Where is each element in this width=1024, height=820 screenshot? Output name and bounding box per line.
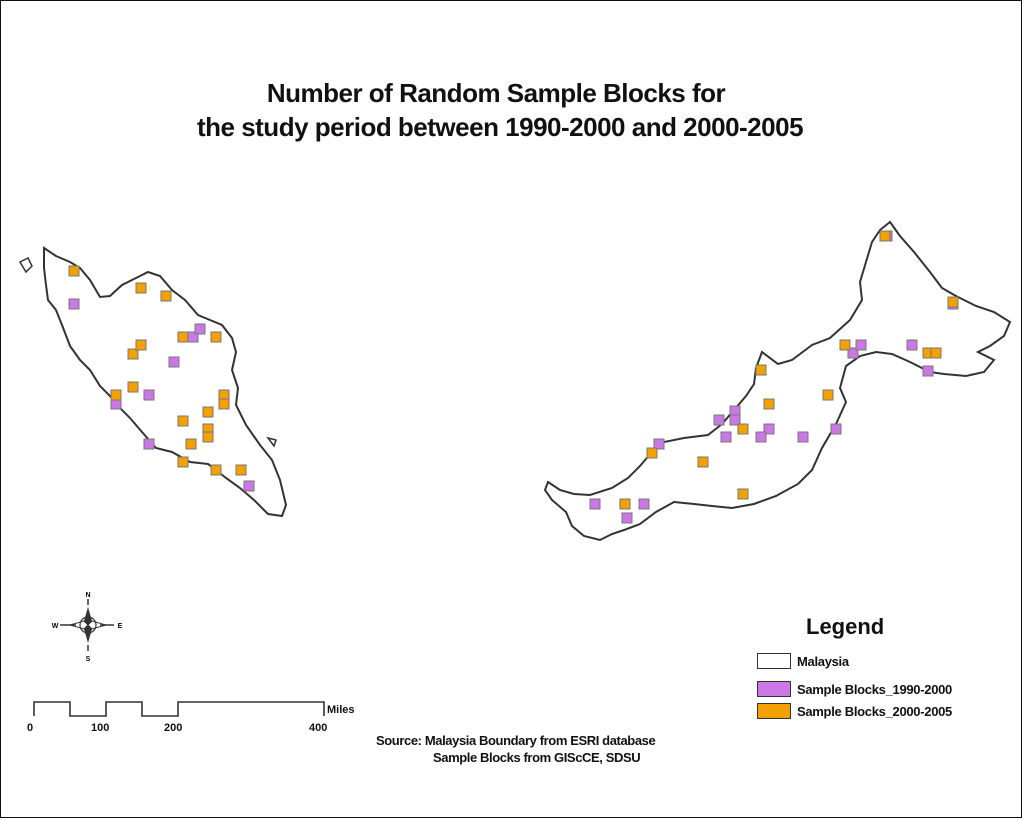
sample-block-2000-2005 (185, 438, 197, 450)
sample-block-1990-2000 (755, 431, 767, 443)
sample-block-1990-2000 (713, 414, 725, 426)
sample-block-1990-2000 (922, 365, 934, 377)
sample-block-1990-2000 (763, 423, 775, 435)
compass-label-n: N (85, 592, 90, 599)
scale-tick-200: 200 (164, 722, 183, 734)
sample-block-2000-2005 (879, 230, 891, 242)
legend-label-blocks-2000-2005: Sample Blocks_2000-2005 (797, 703, 952, 719)
sample-block-2000-2005 (755, 364, 767, 376)
scale-tick-0: 0 (27, 722, 34, 734)
sample-block-2000-2005 (930, 347, 942, 359)
peninsular-malaysia-outline (43, 246, 288, 518)
sample-block-2000-2005 (177, 415, 189, 427)
sample-block-2000-2005 (202, 431, 214, 443)
sample-block-1990-2000 (68, 298, 80, 310)
sample-block-1990-2000 (194, 323, 206, 335)
sample-block-2000-2005 (737, 423, 749, 435)
scale-tick-100: 100 (91, 722, 110, 734)
legend-swatch-blocks-1990-2000 (757, 681, 791, 697)
map-title-line-1: Number of Random Sample Blocks for (266, 78, 726, 108)
sample-block-1990-2000 (847, 347, 859, 359)
legend-item-blocks-1990-2000: Sample Blocks_1990-2000 (757, 679, 952, 699)
sample-block-2000-2005 (763, 398, 775, 410)
sample-block-1990-2000 (638, 498, 650, 510)
sample-block-2000-2005 (822, 389, 834, 401)
sample-block-1990-2000 (168, 356, 180, 368)
sample-block-2000-2005 (177, 456, 189, 468)
sample-block-1990-2000 (830, 423, 842, 435)
sample-block-1990-2000 (797, 431, 809, 443)
sample-block-2000-2005 (737, 488, 749, 500)
island-langkawi (18, 256, 33, 274)
sample-block-2000-2005 (218, 398, 230, 410)
sample-block-1990-2000 (589, 498, 601, 510)
sample-block-2000-2005 (68, 265, 80, 277)
sample-block-2000-2005 (697, 456, 709, 468)
sample-block-1990-2000 (720, 431, 732, 443)
scale-bar (33, 701, 325, 717)
compass-rose-icon: N E S W (52, 592, 123, 663)
sample-block-2000-2005 (110, 389, 122, 401)
sample-block-1990-2000 (143, 438, 155, 450)
source-line-1: Source: Malaysia Boundary from ESRI data… (376, 733, 656, 748)
sample-block-2000-2005 (235, 464, 247, 476)
sample-block-2000-2005 (619, 498, 631, 510)
compass-label-w: W (52, 623, 59, 630)
sample-block-2000-2005 (839, 339, 851, 351)
sample-block-1990-2000 (906, 339, 918, 351)
east-malaysia-outline (543, 220, 1012, 542)
sample-block-1990-2000 (243, 480, 255, 492)
legend-label-blocks-1990-2000: Sample Blocks_1990-2000 (797, 681, 952, 697)
sample-block-1990-2000 (621, 512, 633, 524)
map-title-line-2: the study period between 1990-2000 and 2… (196, 112, 804, 142)
source-line-2: Sample Blocks from GIScCE, SDSU (433, 750, 641, 765)
sample-block-2000-2005 (127, 348, 139, 360)
legend-label-malaysia: Malaysia (797, 653, 849, 669)
island-tioman (266, 436, 277, 448)
legend-item-malaysia: Malaysia (757, 651, 849, 671)
scale-tick-400: 400 (309, 722, 328, 734)
sample-block-2000-2005 (210, 464, 222, 476)
compass-label-s: S (86, 656, 91, 663)
sample-block-1990-2000 (855, 339, 867, 351)
sample-block-1990-2000 (143, 389, 155, 401)
sample-block-2000-2005 (177, 331, 189, 343)
legend-swatch-blocks-2000-2005 (757, 703, 791, 719)
legend-swatch-malaysia (757, 653, 791, 669)
sample-block-2000-2005 (135, 282, 147, 294)
sample-block-2000-2005 (160, 290, 172, 302)
sample-block-2000-2005 (135, 339, 147, 351)
sample-block-2000-2005 (646, 447, 658, 459)
sample-block-1990-2000 (729, 414, 741, 426)
sample-block-2000-2005 (210, 331, 222, 343)
compass-label-e: E (118, 623, 123, 630)
sample-blocks-2000-2005-layer (68, 230, 959, 510)
legend-item-blocks-2000-2005: Sample Blocks_2000-2005 (757, 701, 952, 721)
sample-block-2000-2005 (202, 406, 214, 418)
sample-block-2000-2005 (127, 381, 139, 393)
sample-block-2000-2005 (947, 296, 959, 308)
sample-block-1990-2000 (653, 438, 665, 450)
scale-unit: Miles (327, 704, 355, 716)
legend-title: Legend (806, 614, 885, 639)
